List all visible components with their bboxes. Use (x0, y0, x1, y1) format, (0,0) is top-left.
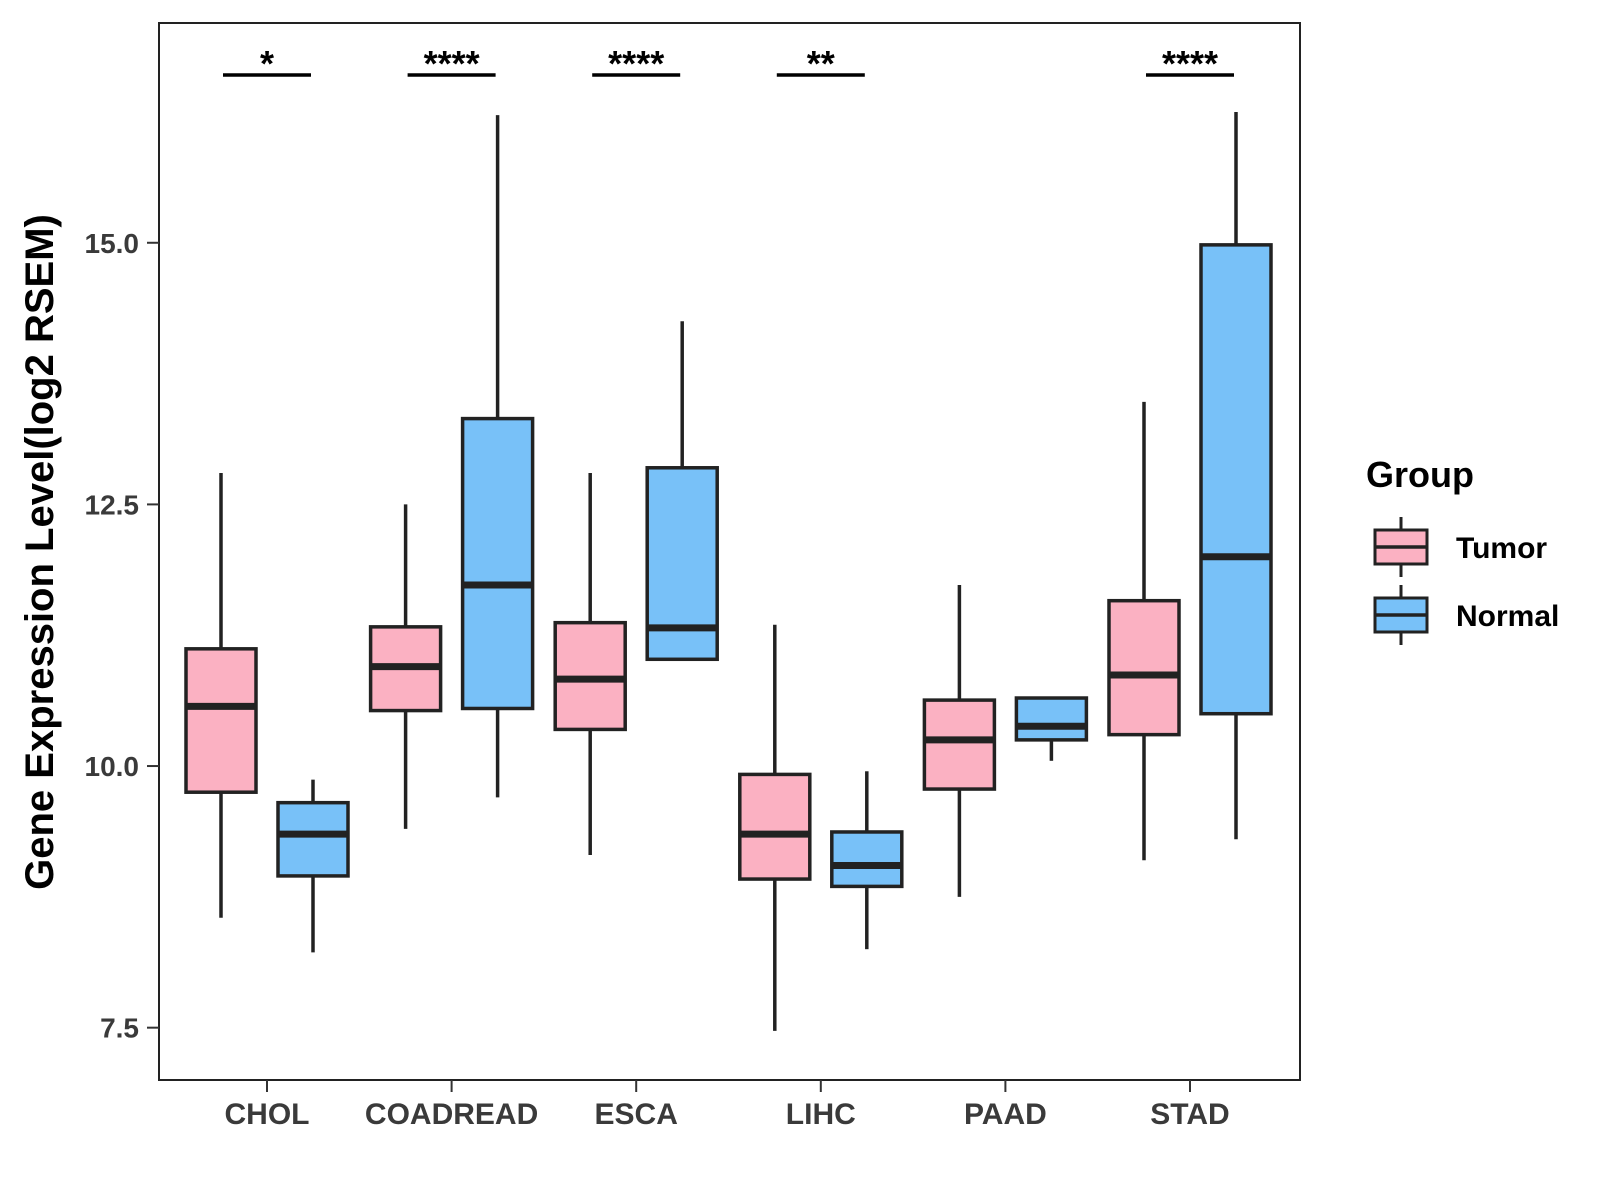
box-body (276, 800, 350, 878)
box-tumor-coadread (368, 504, 443, 829)
legend: Group Tumor Normal (1366, 454, 1559, 645)
box-normal-coadread (460, 115, 535, 798)
significance-label: ** (807, 43, 835, 84)
x-tick-label: STAD (1150, 1098, 1229, 1131)
y-tick-label: 15.0 (85, 228, 140, 259)
x-tick-label: CHOL (225, 1098, 310, 1131)
x-axis: CHOL COADREAD ESCA LIHC PAAD STAD (225, 1080, 1230, 1131)
y-axis-title: Gene Expression Level(log2 RSEM) (18, 214, 62, 890)
box-tumor-esca (553, 473, 627, 855)
significance-label: **** (424, 43, 480, 84)
x-tick-label: PAAD (964, 1098, 1047, 1131)
box-normal-paad (1014, 696, 1089, 761)
box-tumor-lihc (738, 624, 812, 1031)
legend-entry-label: Tumor (1456, 532, 1547, 565)
box-body (1014, 696, 1089, 742)
y-axis: 7.5 10.0 12.5 15.0 (85, 228, 159, 1044)
box-body (922, 698, 997, 791)
box-tumor-paad (922, 584, 997, 897)
significance-group: * **** **** ** **** (223, 43, 1234, 84)
legend-entry-tumor: Tumor (1373, 517, 1547, 577)
box-body (184, 647, 258, 794)
significance-label: **** (1162, 43, 1218, 84)
y-tick-label: 10.0 (85, 751, 140, 782)
significance-label: **** (608, 43, 664, 84)
box-group (184, 111, 1273, 1031)
box-body (1107, 598, 1181, 737)
legend-title: Group (1366, 454, 1474, 495)
box-tumor-stad (1107, 401, 1181, 861)
box-normal-stad (1199, 111, 1273, 840)
x-tick-label: LIHC (786, 1098, 856, 1131)
box-body (1199, 243, 1273, 716)
y-tick-label: 7.5 (100, 1013, 139, 1044)
significance-label: * (260, 43, 274, 84)
box-body (830, 830, 904, 889)
box-body (460, 416, 535, 711)
x-tick-label: ESCA (595, 1098, 678, 1131)
legend-entry-normal: Normal (1373, 585, 1559, 645)
x-tick-label: COADREAD (365, 1098, 538, 1131)
box-normal-esca (645, 321, 719, 662)
plot-panel-border (158, 22, 1301, 1081)
y-tick-label: 12.5 (85, 489, 140, 520)
box-body (738, 772, 812, 881)
box-normal-lihc (830, 771, 904, 950)
box-normal-chol (276, 779, 350, 953)
box-tumor-chol (184, 473, 258, 918)
legend-entry-label: Normal (1456, 600, 1559, 633)
